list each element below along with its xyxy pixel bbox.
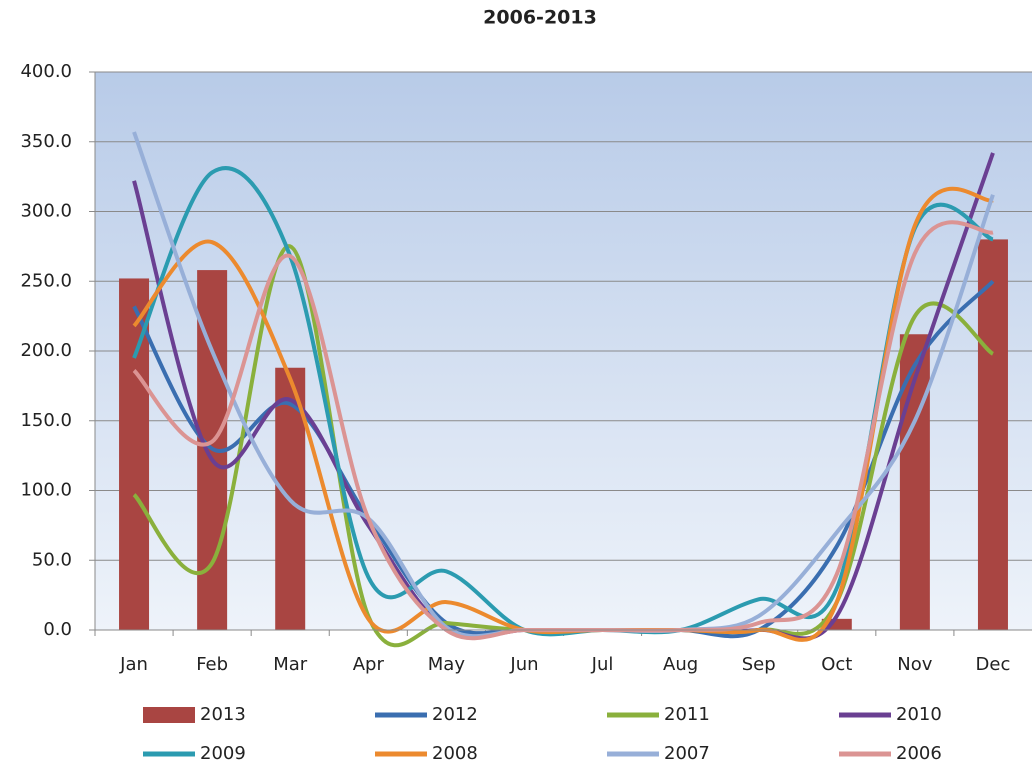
bar [977, 239, 1008, 630]
legend-swatch [143, 707, 195, 723]
y-tick-label: 100.0 [20, 480, 72, 501]
legend-label: 2013 [200, 704, 246, 725]
x-tick-label: Oct [821, 654, 852, 675]
x-tick-label: Nov [897, 654, 932, 675]
x-tick-label: Sep [742, 654, 776, 675]
y-tick-label: 250.0 [20, 270, 72, 291]
y-tick-label: 0.0 [43, 619, 72, 640]
x-tick-label: Jun [509, 654, 538, 675]
bar [821, 618, 852, 630]
x-tick-label: Aug [663, 654, 698, 675]
y-tick-label: 350.0 [20, 131, 72, 152]
x-tick-label: May [428, 654, 466, 675]
x-tick-label: Feb [196, 654, 228, 675]
chart-title: 2006-2013 [483, 7, 597, 29]
y-tick-label: 50.0 [32, 549, 72, 570]
x-tick-label: Apr [353, 654, 385, 675]
legend-label: 2012 [432, 704, 478, 725]
bar [119, 278, 150, 630]
y-tick-label: 400.0 [20, 61, 72, 82]
legend-label: 2011 [664, 704, 710, 725]
legend-label: 2010 [896, 704, 942, 725]
x-tick-label: Dec [976, 654, 1011, 675]
legend-label: 2007 [664, 743, 710, 764]
legend-label: 2009 [200, 743, 246, 764]
x-tick-label: Mar [273, 654, 308, 675]
x-tick-label: Jul [591, 654, 614, 675]
y-tick-label: 200.0 [20, 340, 72, 361]
x-tick-label: Jan [119, 654, 148, 675]
legend-label: 2008 [432, 743, 478, 764]
y-tick-label: 150.0 [20, 410, 72, 431]
y-tick-label: 300.0 [20, 201, 72, 222]
legend-label: 2006 [896, 743, 942, 764]
